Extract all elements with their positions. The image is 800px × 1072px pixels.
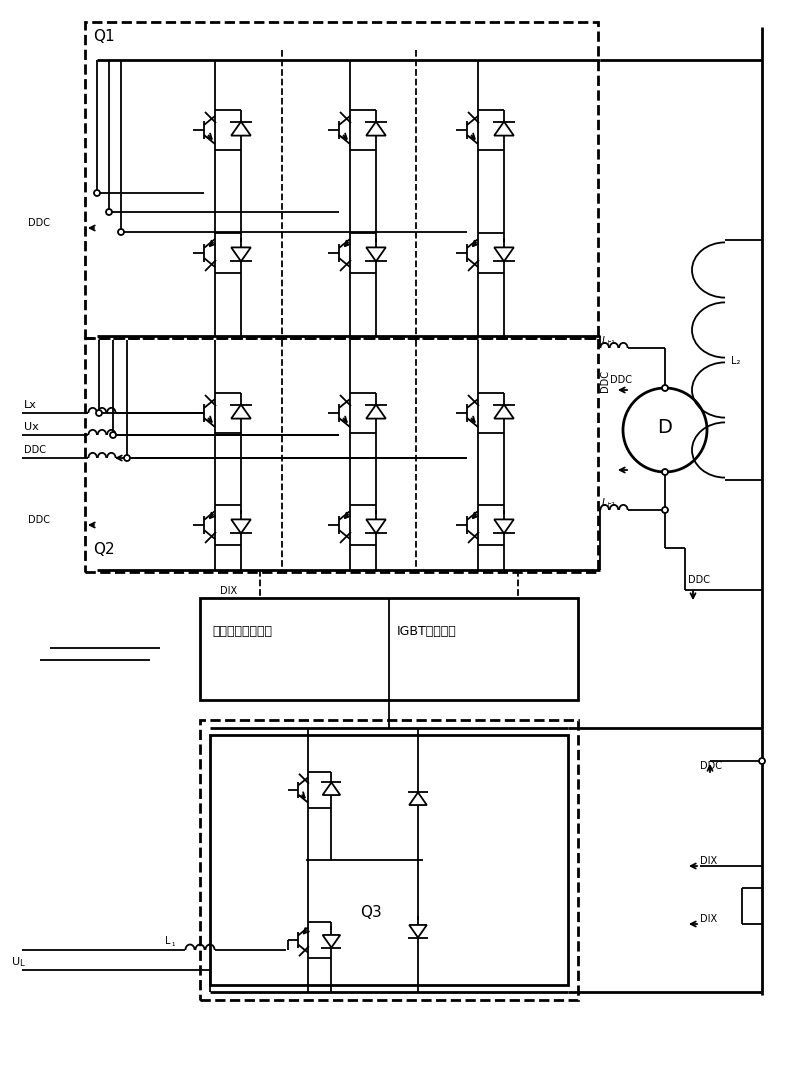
Text: DDC: DDC [688,575,710,585]
Polygon shape [366,404,386,418]
Text: DDC: DDC [28,218,50,228]
Text: L: L [165,936,170,946]
Text: DDC: DDC [28,515,50,525]
Polygon shape [231,404,251,418]
Text: Ux: Ux [24,422,38,432]
Circle shape [662,385,668,391]
Polygon shape [494,404,514,418]
Polygon shape [322,935,340,948]
Text: ₗ-₂: ₗ-₂ [608,498,616,508]
Circle shape [124,455,130,461]
Bar [85,23,598,338]
Polygon shape [494,520,514,534]
Polygon shape [231,520,251,534]
Polygon shape [494,121,514,135]
Text: Q3: Q3 [360,905,382,920]
Circle shape [96,410,102,416]
Circle shape [94,190,100,196]
Polygon shape [409,925,427,938]
Text: DDC: DDC [610,375,632,385]
Text: DDC: DDC [700,761,722,771]
Circle shape [662,470,668,475]
Text: Lx: Lx [24,400,37,410]
Circle shape [623,388,707,472]
Text: DDC: DDC [24,445,46,455]
Polygon shape [366,248,386,262]
Polygon shape [409,792,427,805]
Polygon shape [231,121,251,135]
Text: 直流传动数字电路: 直流传动数字电路 [212,625,272,638]
Text: DDC: DDC [600,370,610,392]
Text: L: L [19,959,24,968]
Text: L: L [602,336,607,346]
Polygon shape [322,783,340,795]
Bar [200,720,578,1000]
Polygon shape [494,248,514,262]
Bar [85,338,598,572]
Text: D: D [657,418,672,437]
Text: L: L [602,498,607,508]
Bar [200,598,578,700]
Text: Q1: Q1 [93,29,114,44]
Circle shape [106,209,112,215]
Circle shape [118,229,124,235]
Polygon shape [231,248,251,262]
Text: L₂: L₂ [731,356,740,366]
Text: DIX: DIX [700,857,717,866]
Polygon shape [366,121,386,135]
Polygon shape [366,520,386,534]
Text: Q2: Q2 [93,542,114,557]
Text: U: U [12,957,20,967]
Text: DIX: DIX [220,586,237,596]
Text: IGBT驱动电路: IGBT驱动电路 [397,625,457,638]
Circle shape [759,758,765,764]
Text: DIX: DIX [700,914,717,924]
Bar [210,735,568,985]
Circle shape [662,507,668,513]
Text: ₗ-₁: ₗ-₁ [608,337,616,346]
Circle shape [110,432,116,438]
Text: ₁: ₁ [171,939,174,948]
